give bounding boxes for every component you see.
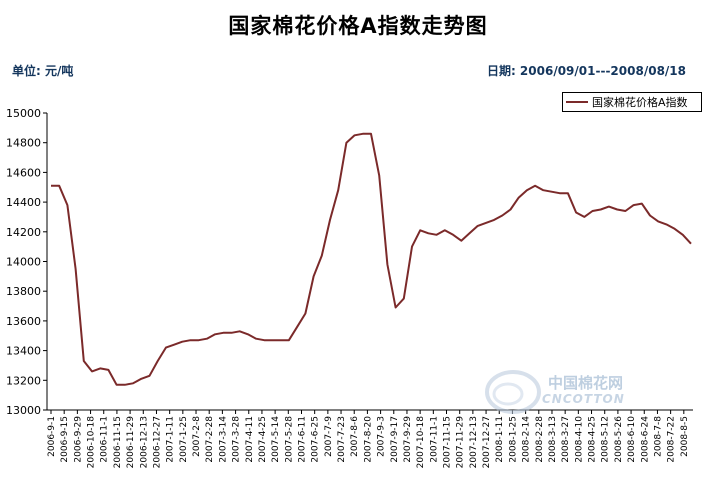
y-tick-label: 13400 xyxy=(6,345,41,358)
x-tick-label: 2007-2-28 xyxy=(205,416,215,463)
x-tick-label: 2007-4-11 xyxy=(245,416,255,463)
x-tick-label: 2007-7-9 xyxy=(324,416,334,457)
y-tick-label: 14000 xyxy=(6,256,41,269)
x-tick-label: 2008-6-10 xyxy=(627,416,637,463)
x-tick-label: 2007-4-25 xyxy=(258,416,268,463)
x-tick-label: 2007-1-25 xyxy=(179,416,189,463)
series-line-cotton-index xyxy=(51,132,692,386)
x-tick-label: 2007-7-23 xyxy=(337,416,347,463)
x-tick-label: 2007-9-3 xyxy=(377,416,387,457)
x-tick-label: 2008-7-8 xyxy=(653,416,663,457)
x-tick-label: 2007-2-8 xyxy=(192,416,202,457)
x-tick-label: 2008-3-27 xyxy=(561,416,571,463)
x-tick-label: 2008-7-22 xyxy=(667,416,677,463)
watermark-text: 中国棉花网 xyxy=(548,374,624,392)
date-range-label: 日期: 2006/09/01---2008/08/18 xyxy=(486,64,686,78)
chart-title: 国家棉花价格A指数走势图 xyxy=(228,14,488,38)
x-tick-label: 2006-9-15 xyxy=(60,416,70,463)
x-tick-label: 2008-4-10 xyxy=(574,416,584,463)
y-tick-label: 14600 xyxy=(6,166,41,179)
watermark-subtext: CNCOTTON xyxy=(542,392,625,406)
y-tick-label: 14200 xyxy=(6,226,41,239)
x-tick-label: 2008-2-14 xyxy=(522,416,532,463)
x-tick-label: 2008-2-28 xyxy=(535,416,545,463)
x-tick-label: 2008-1-25 xyxy=(508,416,518,463)
y-tick-label: 13800 xyxy=(6,285,41,298)
x-tick-label: 2008-5-26 xyxy=(614,416,624,463)
y-tick-label: 14800 xyxy=(6,137,41,150)
x-axis-ticks: 2006-9-1 2006-9-15 2006-9-29 2006-10-18 2006… xyxy=(47,410,690,468)
x-tick-label: 2008-8-5 xyxy=(680,416,690,457)
x-tick-label: 2008-5-12 xyxy=(601,416,611,463)
x-tick-label: 2007-11-15 xyxy=(443,416,453,468)
x-tick-label: 2007-6-11 xyxy=(297,416,307,463)
y-tick-label: 13600 xyxy=(6,315,41,328)
x-tick-label: 2008-4-25 xyxy=(588,416,598,463)
x-tick-label: 2008-3-13 xyxy=(548,416,558,463)
legend-label: 国家棉花价格A指数 xyxy=(592,96,688,109)
x-tick-label: 2006-11-29 xyxy=(126,416,136,469)
x-tick-label: 2007-8-20 xyxy=(363,416,373,463)
x-tick-label: 2006-12-27 xyxy=(152,416,162,468)
x-tick-label: 2007-11-29 xyxy=(456,416,466,469)
x-tick-label: 2007-11-1 xyxy=(429,416,439,463)
cotton-logo-icon xyxy=(485,370,541,414)
x-tick-label: 2006-12-13 xyxy=(139,416,149,468)
x-tick-label: 2007-12-27 xyxy=(482,416,492,468)
y-tick-label: 14400 xyxy=(6,196,41,209)
x-tick-label: 2007-10-18 xyxy=(416,416,426,469)
x-tick-label: 2006-11-1 xyxy=(100,416,110,463)
x-tick-label: 2008-6-24 xyxy=(640,416,650,463)
x-tick-label: 2007-12-13 xyxy=(469,416,479,468)
x-tick-label: 2007-3-14 xyxy=(218,416,228,463)
x-tick-label: 2006-9-1 xyxy=(47,416,57,457)
x-tick-label: 2007-6-25 xyxy=(311,416,321,463)
x-tick-label: 2007-9-29 xyxy=(403,416,413,463)
x-tick-label: 2007-5-14 xyxy=(271,416,281,463)
x-tick-label: 2008-1-11 xyxy=(495,416,505,463)
y-tick-label: 15000 xyxy=(6,107,41,120)
chart-legend: 国家棉花价格A指数 xyxy=(562,92,702,112)
series-layer xyxy=(51,132,692,386)
x-tick-label: 2006-10-18 xyxy=(87,416,97,469)
x-tick-label: 2007-5-28 xyxy=(284,416,294,463)
x-tick-label: 2006-9-29 xyxy=(73,416,83,463)
x-tick-label: 2007-9-17 xyxy=(390,416,400,463)
x-tick-label: 2007-8-6 xyxy=(350,416,360,457)
unit-label: 单位: 元/吨 xyxy=(12,64,74,78)
y-tick-label: 13200 xyxy=(6,374,41,387)
x-tick-label: 2007-1-11 xyxy=(166,416,176,463)
watermark-logo: 中国棉花网 CNCOTTON xyxy=(478,362,678,422)
x-tick-label: 2006-11-15 xyxy=(113,416,123,468)
y-tick-label: 13000 xyxy=(6,404,41,417)
legend-swatch xyxy=(566,101,588,103)
y-axis-ticks: 13000 13200 13400 13600 13800 14000 14200 14400… xyxy=(6,107,47,417)
x-tick-label: 2007-3-28 xyxy=(232,416,242,463)
